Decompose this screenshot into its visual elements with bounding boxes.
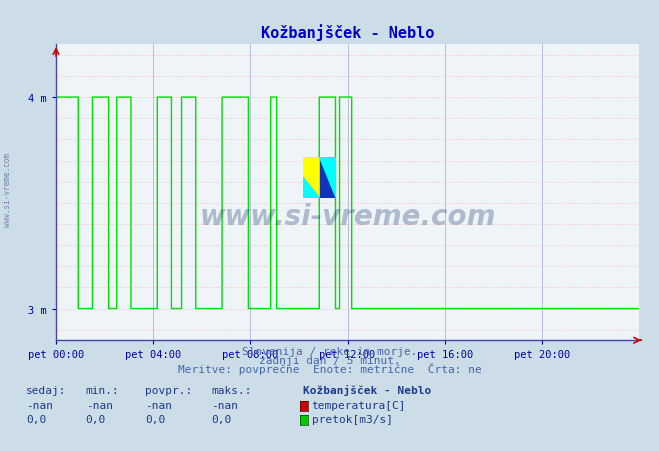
Text: maks.:: maks.: [211,385,251,395]
Text: 0,0: 0,0 [145,414,165,423]
Text: 0,0: 0,0 [26,414,47,423]
Polygon shape [320,158,336,198]
Text: Kožbanjšček - Neblo: Kožbanjšček - Neblo [303,384,432,395]
Text: sedaj:: sedaj: [26,385,67,395]
Text: Slovenija / reke in morje.: Slovenija / reke in morje. [242,346,417,356]
Text: 0,0: 0,0 [211,414,231,423]
Text: -nan: -nan [86,400,113,410]
Text: zadnji dan / 5 minut.: zadnji dan / 5 minut. [258,355,401,365]
Polygon shape [303,158,320,198]
Polygon shape [320,158,336,198]
Text: 0,0: 0,0 [86,414,106,423]
Polygon shape [303,178,320,198]
Text: temperatura[C]: temperatura[C] [312,400,406,410]
Text: -nan: -nan [211,400,238,410]
Title: Kožbanjšček - Neblo: Kožbanjšček - Neblo [261,24,434,41]
Text: pretok[m3/s]: pretok[m3/s] [312,414,393,423]
Text: povpr.:: povpr.: [145,385,192,395]
Text: min.:: min.: [86,385,119,395]
Text: -nan: -nan [26,400,53,410]
Text: -nan: -nan [145,400,172,410]
Text: Meritve: povprečne  Enote: metrične  Črta: ne: Meritve: povprečne Enote: metrične Črta:… [178,362,481,374]
Text: www.si-vreme.com: www.si-vreme.com [3,152,13,226]
Text: www.si-vreme.com: www.si-vreme.com [200,202,496,230]
